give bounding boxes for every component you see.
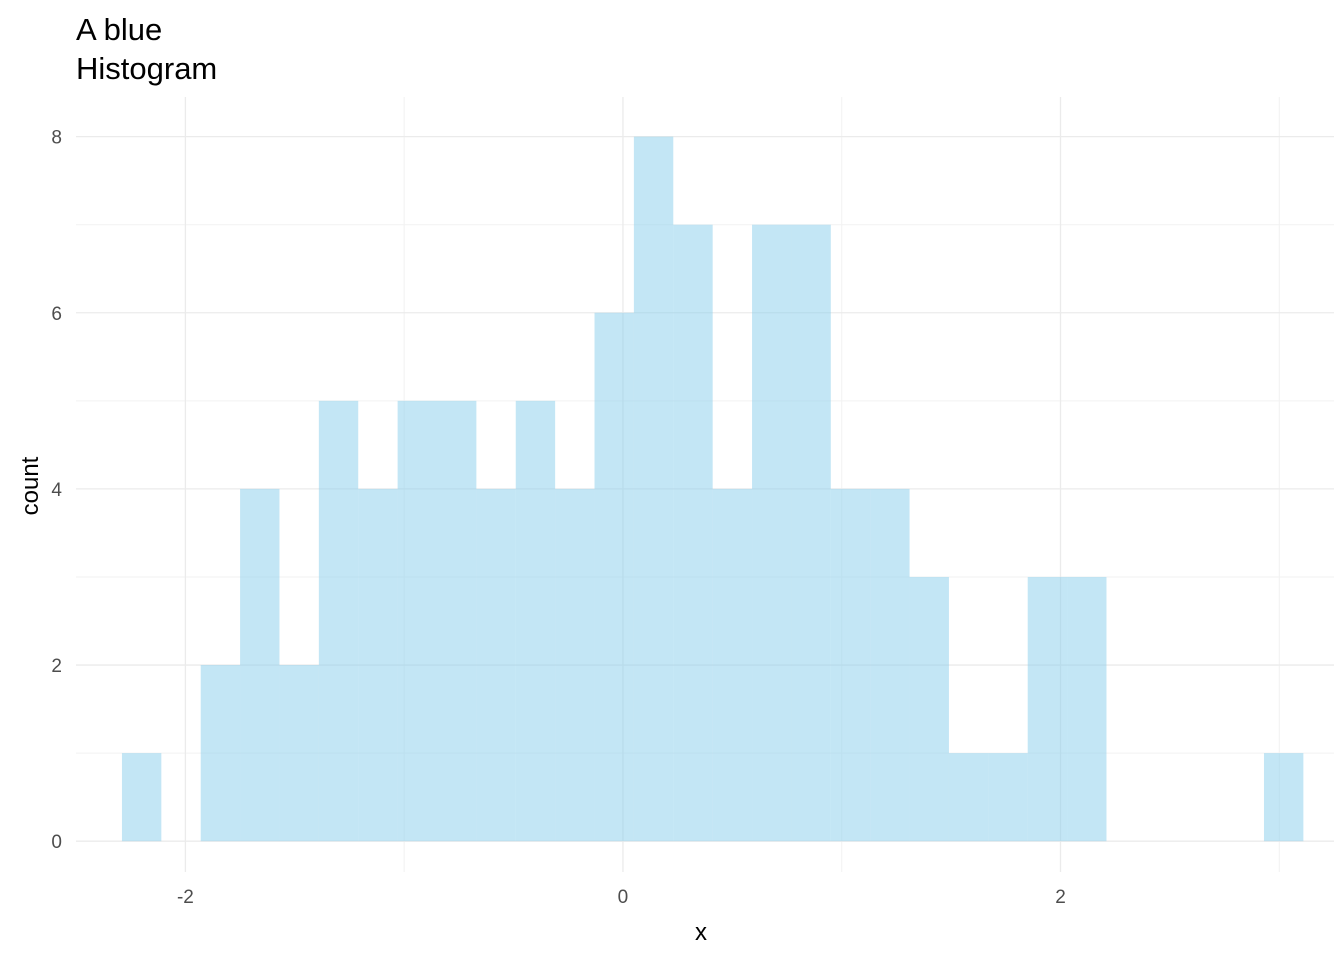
histogram-bar <box>1264 753 1303 841</box>
histogram-bar <box>949 753 988 841</box>
histogram-bar <box>831 489 870 841</box>
histogram-bar <box>752 225 791 841</box>
histogram-bar <box>555 489 594 841</box>
x-axis-title: x <box>695 919 707 946</box>
histogram-bar <box>791 225 830 841</box>
x-tick-label: -2 <box>177 887 194 908</box>
histogram-bar <box>988 753 1027 841</box>
y-tick-label: 8 <box>51 128 62 149</box>
histogram-bar <box>1067 577 1106 841</box>
histogram-bar <box>673 225 712 841</box>
x-tick-label: 0 <box>618 887 629 908</box>
histogram-bar <box>1028 577 1067 841</box>
histogram-bar <box>240 489 279 841</box>
histogram-bar <box>516 401 555 841</box>
x-tick-label: 2 <box>1055 887 1066 908</box>
y-axis-title: count <box>17 456 44 515</box>
y-tick-label: 0 <box>51 832 62 853</box>
y-tick-label: 6 <box>51 304 62 325</box>
histogram-bar <box>476 489 515 841</box>
histogram-bar <box>713 489 752 841</box>
x-axis-ticks: -2 0 2 <box>177 887 1066 908</box>
y-tick-label: 2 <box>51 656 62 677</box>
histogram-bar <box>634 137 673 842</box>
histogram-bar <box>279 665 318 841</box>
histogram-bar <box>319 401 358 841</box>
y-axis-ticks: 0 2 4 6 8 <box>51 128 62 854</box>
y-tick-label: 4 <box>51 480 62 501</box>
histogram-bar <box>358 489 397 841</box>
histogram-bar <box>122 753 161 841</box>
histogram-bar <box>398 401 437 841</box>
histogram-bar <box>437 401 476 841</box>
histogram-bar <box>870 489 909 841</box>
histogram-bar <box>201 665 240 841</box>
histogram-bar <box>595 313 634 841</box>
histogram-bar <box>910 577 949 841</box>
